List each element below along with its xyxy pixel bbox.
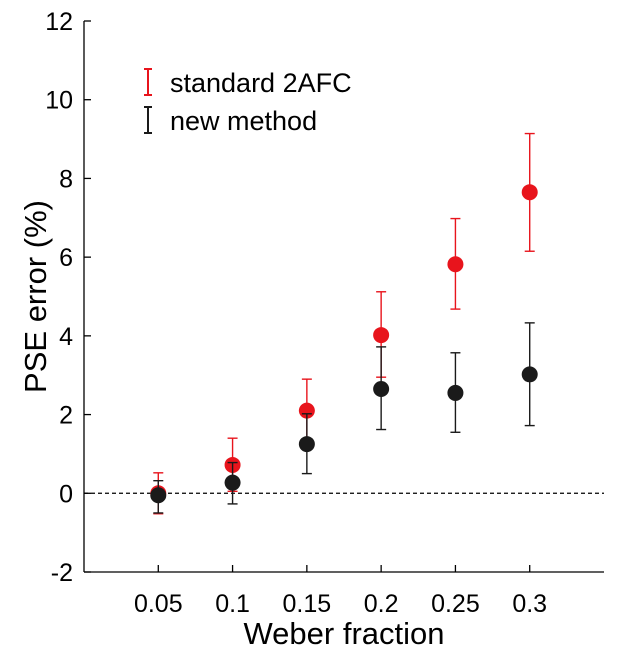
series-new-method	[150, 322, 538, 514]
y-axis-title: PSE error (%)	[18, 200, 53, 393]
data-point	[373, 380, 390, 397]
data-point	[224, 474, 241, 491]
data-point	[298, 402, 315, 419]
x-tick-label: 0.2	[364, 590, 399, 618]
legend: standard 2AFC new method	[144, 68, 352, 136]
data-point	[447, 384, 464, 401]
y-tick-label: 8	[59, 165, 73, 193]
y-tick-label: 12	[45, 8, 73, 36]
axes: -2 0 2 4 6 8 10 12 0.05 0.1 0.15 0.2 0.25 0.3	[45, 8, 604, 618]
x-tick-label: 0.15	[283, 590, 332, 618]
x-axis-title: Weber fraction	[243, 616, 444, 651]
y-tick-label: 10	[45, 87, 73, 115]
data-point	[447, 256, 464, 273]
legend-label: new method	[170, 106, 317, 136]
data-point	[150, 487, 167, 504]
y-tick-label: -2	[51, 559, 73, 587]
legend-label: standard 2AFC	[170, 68, 352, 98]
data-point	[521, 184, 538, 201]
x-tick-label: 0.25	[431, 590, 480, 618]
y-tick-label: 0	[59, 480, 73, 508]
data-point	[373, 327, 390, 344]
series-standard-2afc	[150, 132, 538, 515]
data-point	[298, 436, 315, 453]
y-tick-label: 4	[59, 323, 73, 351]
y-tick-label: 6	[59, 244, 73, 272]
x-tick-label: 0.3	[512, 590, 547, 618]
y-tick-label: 2	[59, 402, 73, 430]
x-tick-label: 0.1	[215, 590, 250, 618]
data-marks	[150, 132, 538, 515]
x-tick-label: 0.05	[134, 590, 183, 618]
data-point	[521, 366, 538, 383]
